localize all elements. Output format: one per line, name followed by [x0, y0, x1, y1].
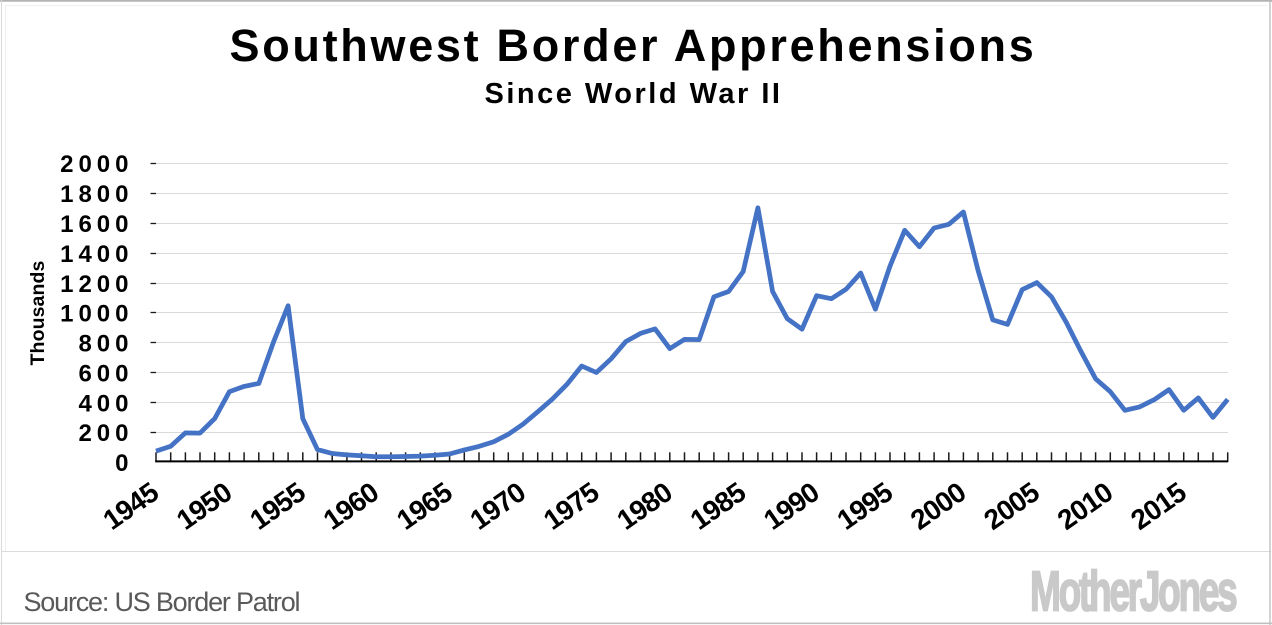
- svg-text:800: 800: [78, 331, 133, 358]
- svg-text:Since World War II: Since World War II: [485, 78, 783, 110]
- svg-text:MotherJones: MotherJones: [1030, 560, 1236, 624]
- svg-text:1800: 1800: [60, 181, 133, 208]
- svg-text:Thousands: Thousands: [27, 260, 49, 365]
- svg-text:1200: 1200: [60, 271, 133, 298]
- svg-text:0: 0: [115, 450, 133, 477]
- svg-text:1600: 1600: [60, 211, 133, 238]
- svg-text:400: 400: [78, 390, 133, 417]
- svg-text:2000: 2000: [60, 151, 133, 178]
- svg-text:600: 600: [78, 360, 133, 387]
- svg-text:Source: US Border Patrol: Source: US Border Patrol: [24, 587, 300, 617]
- svg-text:1000: 1000: [60, 301, 133, 328]
- svg-text:Southwest Border Apprehensions: Southwest Border Apprehensions: [230, 20, 1037, 71]
- svg-text:1400: 1400: [60, 241, 133, 268]
- svg-text:200: 200: [78, 420, 133, 447]
